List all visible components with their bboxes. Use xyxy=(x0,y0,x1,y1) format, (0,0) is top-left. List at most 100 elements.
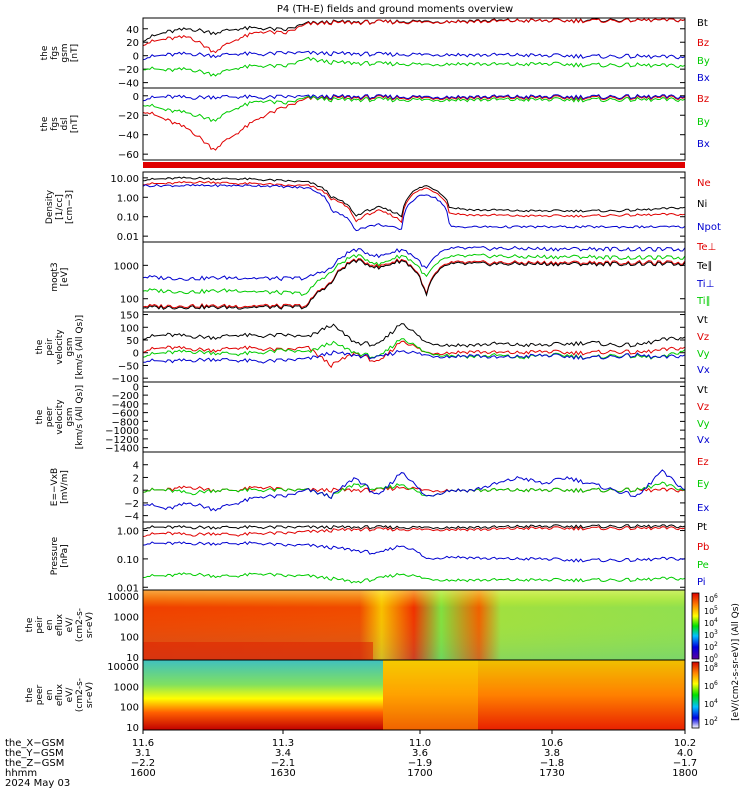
series-line-Ni xyxy=(142,176,686,218)
x-tick-label: 3.8 xyxy=(544,748,560,759)
series-line-Vy xyxy=(142,338,686,360)
y-tick-label: 0.01 xyxy=(117,583,139,594)
legend-Ti∥: Ti∥ xyxy=(696,296,711,307)
legend-Pi: Pi xyxy=(697,577,706,588)
y-axis-label: velocity xyxy=(55,399,65,435)
colorbar-tick-exponent: 2 xyxy=(714,641,718,648)
colorbar-tick-label: 10 xyxy=(704,595,714,604)
y-tick-label: 100 xyxy=(120,295,139,306)
legend-Pb: Pb xyxy=(697,542,709,553)
y-axis-label: eflux xyxy=(55,683,65,706)
y-axis-label: moqt3 xyxy=(50,262,60,291)
y-tick-label: 0 xyxy=(133,382,139,393)
y-axis-label: fgs xyxy=(50,117,60,131)
y-axis-label: Pressure xyxy=(50,536,60,575)
colorbar-tick-exponent: 5 xyxy=(714,605,718,612)
x-tick-label: 1730 xyxy=(539,768,564,779)
y-tick-label: −200 xyxy=(112,391,139,402)
x-tick-label: 3.6 xyxy=(412,748,428,759)
y-axis-label: gsm xyxy=(65,407,75,426)
y-tick-label: 1000 xyxy=(114,682,139,693)
colorbar-tick-exponent: 2 xyxy=(714,716,718,723)
legend-Bz: Bz xyxy=(697,38,709,49)
y-tick-label: 40 xyxy=(126,25,139,36)
y-tick-label: 1.00 xyxy=(117,193,139,204)
y-tick-label: −60 xyxy=(118,150,139,161)
figure-title: P4 (TH-E) fields and ground moments over… xyxy=(277,4,513,15)
y-tick-label: −800 xyxy=(112,417,139,428)
legend-Bz: Bz xyxy=(697,94,709,105)
legend-Bx: Bx xyxy=(697,139,710,150)
x-tick-label: 10.2 xyxy=(674,738,696,749)
x-tick-label: −1.8 xyxy=(540,758,564,769)
y-tick-label: 1.00 xyxy=(117,527,139,538)
electron-spectrogram-right xyxy=(383,660,685,730)
y-axis-label: [mV/m] xyxy=(60,470,70,504)
colorbar-tick-label: 10 xyxy=(704,655,714,664)
y-axis-label: peer xyxy=(45,406,55,427)
colorbar-tick-label: 10 xyxy=(704,631,714,640)
panel-4: 1000 100 moqt3 [eV] Te⊥ Te∥ Ti⊥ Ti∥ xyxy=(50,242,716,310)
legend-Ne: Ne xyxy=(697,178,711,189)
legend-Vt: Vt xyxy=(697,315,708,326)
y-tick-label: 2 xyxy=(133,473,139,484)
panel-2: 0 −20 −40 −60 the fgs dsl [nT] Bz By Bx xyxy=(40,92,710,161)
legend-Ez: Ez xyxy=(697,457,709,468)
colorbar-tick-label: 10 xyxy=(704,664,714,673)
legend-Ni: Ni xyxy=(697,199,707,210)
legend-Vy: Vy xyxy=(697,419,710,430)
colorbar-tick-exponent: 8 xyxy=(714,662,718,669)
y-tick-label: −50 xyxy=(118,361,139,372)
x-date-label: 2024 May 03 xyxy=(5,778,70,789)
ion-low-energy-band xyxy=(143,642,373,660)
colorbars-group: 10 610 510 410 310 210 010 810 610 410 2 [eV/(cm2-s… xyxy=(691,592,741,729)
series-line-Pe xyxy=(142,572,686,584)
y-tick-label: 0 xyxy=(133,349,139,360)
y-axis-label: peir xyxy=(35,616,45,634)
panel-frame xyxy=(142,521,686,591)
y-axis-label: gsm xyxy=(65,337,75,356)
x-tick-label: −2.1 xyxy=(271,758,295,769)
y-tick-label: 10.00 xyxy=(110,174,139,185)
x-tick-label: 1700 xyxy=(407,768,432,779)
y-axis-label: [km/s (All Qs)] xyxy=(75,385,85,449)
x-tick-label: 11.6 xyxy=(132,738,154,749)
y-axis-label: the xyxy=(40,116,50,131)
panel-3: 10.00 1.00 0.10 0.01 Density [1/cc] [cm−3] Ne Ni… xyxy=(45,174,721,243)
series-line-Vt xyxy=(142,323,686,348)
legend-By: By xyxy=(697,56,710,67)
y-tick-label: −100 xyxy=(112,374,139,385)
x-tick-label: 4.0 xyxy=(677,748,693,759)
y-axis-label: velocity xyxy=(55,329,65,365)
y-axis-label: eflux xyxy=(55,613,65,636)
y-tick-label: 0.01 xyxy=(117,232,139,243)
colorbar-electron xyxy=(691,661,700,729)
y-axis-label: en xyxy=(45,689,55,700)
legend-Npot: Npot xyxy=(697,222,721,233)
series-line-Te⊥ xyxy=(142,258,686,309)
colorbar-tick-exponent: 4 xyxy=(714,698,718,705)
colorbar-tick-exponent: 3 xyxy=(714,629,718,636)
series-line-Ti∥ xyxy=(142,253,686,297)
panel-1: 40 20 0 −20 −40 the fgs gsm [nT] Bt Bz By Bx xyxy=(40,18,710,90)
colorbar-label: [eV/(cm2-s-sr-eV)] (All Qs) xyxy=(731,603,741,721)
legend-Vx: Vx xyxy=(697,435,710,446)
y-tick-label: 0 xyxy=(133,52,139,63)
y-tick-label: −1200 xyxy=(105,435,139,446)
y-tick-label: 10000 xyxy=(107,592,139,603)
y-tick-label: 100 xyxy=(120,633,139,644)
legend-Pe: Pe xyxy=(697,560,709,571)
x-tick-label: 1630 xyxy=(270,768,295,779)
panel-8: 1.00 0.10 0.01 Pressure [nPa] Pt Pb Pe Pi xyxy=(50,522,709,594)
y-axis-label: the xyxy=(35,339,45,354)
legend-Bx: Bx xyxy=(697,73,710,84)
y-tick-label: 100 xyxy=(120,323,139,334)
y-tick-label: 0.10 xyxy=(117,555,139,566)
y-tick-label: 10 xyxy=(126,653,139,664)
electron-spectrogram-left xyxy=(143,660,383,730)
legend-Ex: Ex xyxy=(697,503,709,514)
colorbar-tick-label: 10 xyxy=(704,718,714,727)
panel-frame xyxy=(142,381,686,453)
y-axis-label: the xyxy=(40,45,50,60)
